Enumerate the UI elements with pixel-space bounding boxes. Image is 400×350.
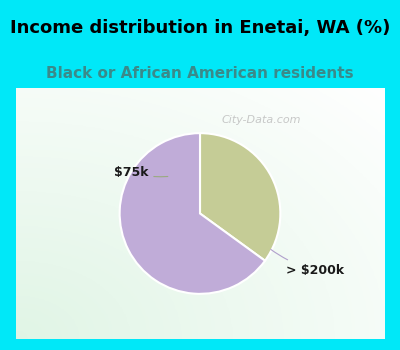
Text: City-Data.com: City-Data.com <box>222 116 301 125</box>
Text: Income distribution in Enetai, WA (%): Income distribution in Enetai, WA (%) <box>10 19 390 37</box>
Wedge shape <box>120 133 265 294</box>
Text: Black or African American residents: Black or African American residents <box>46 66 354 81</box>
Text: > $200k: > $200k <box>271 250 344 277</box>
Wedge shape <box>200 133 280 261</box>
Text: $75k: $75k <box>114 166 168 179</box>
